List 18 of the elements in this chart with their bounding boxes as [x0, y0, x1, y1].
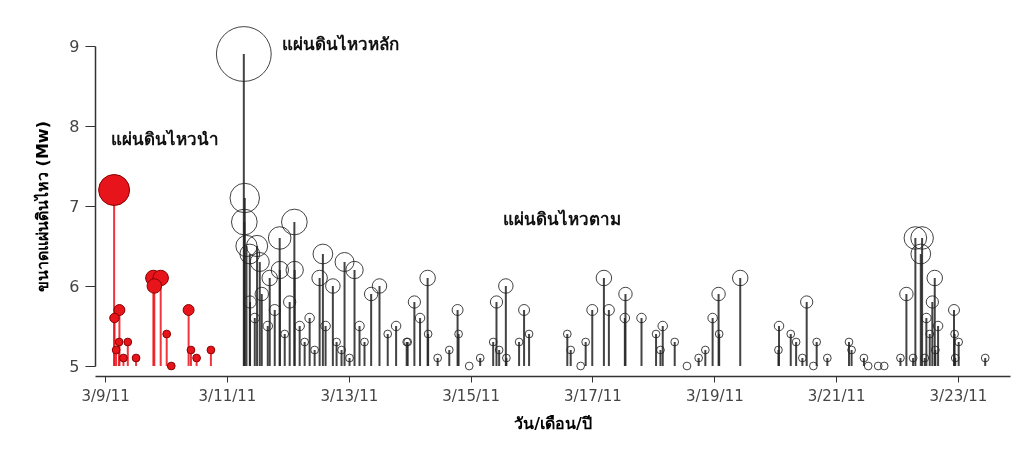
x-tick-label: 3/23/11: [929, 386, 988, 405]
x-tick-label: 3/21/11: [807, 386, 866, 405]
annotation: แผ่นดินไหวนำ: [111, 129, 219, 149]
annotation: แผ่นดินไหวตาม: [503, 209, 621, 229]
x-tick-label: 3/15/11: [442, 386, 501, 405]
annotation: แผ่นดินไหวหลัก: [281, 34, 399, 54]
y-tick-label: 5: [69, 356, 80, 376]
y-tick-label: 8: [69, 116, 80, 136]
x-tick-label: 3/19/11: [685, 386, 744, 405]
x-tick-label: 3/17/11: [564, 386, 622, 405]
y-axis-title: ขนาดแผ่นดินไหว (Mw): [33, 121, 53, 292]
x-tick-label: 3/11/11: [198, 386, 257, 405]
y-tick-label: 7: [69, 196, 80, 216]
x-tick-label: 3/9/11: [81, 386, 130, 405]
x-tick-label: 3/13/11: [320, 386, 379, 405]
x-axis-title: วัน/เดือน/ปี: [514, 413, 592, 433]
y-tick-label: 6: [69, 276, 80, 296]
y-tick-label: 9: [69, 36, 80, 56]
